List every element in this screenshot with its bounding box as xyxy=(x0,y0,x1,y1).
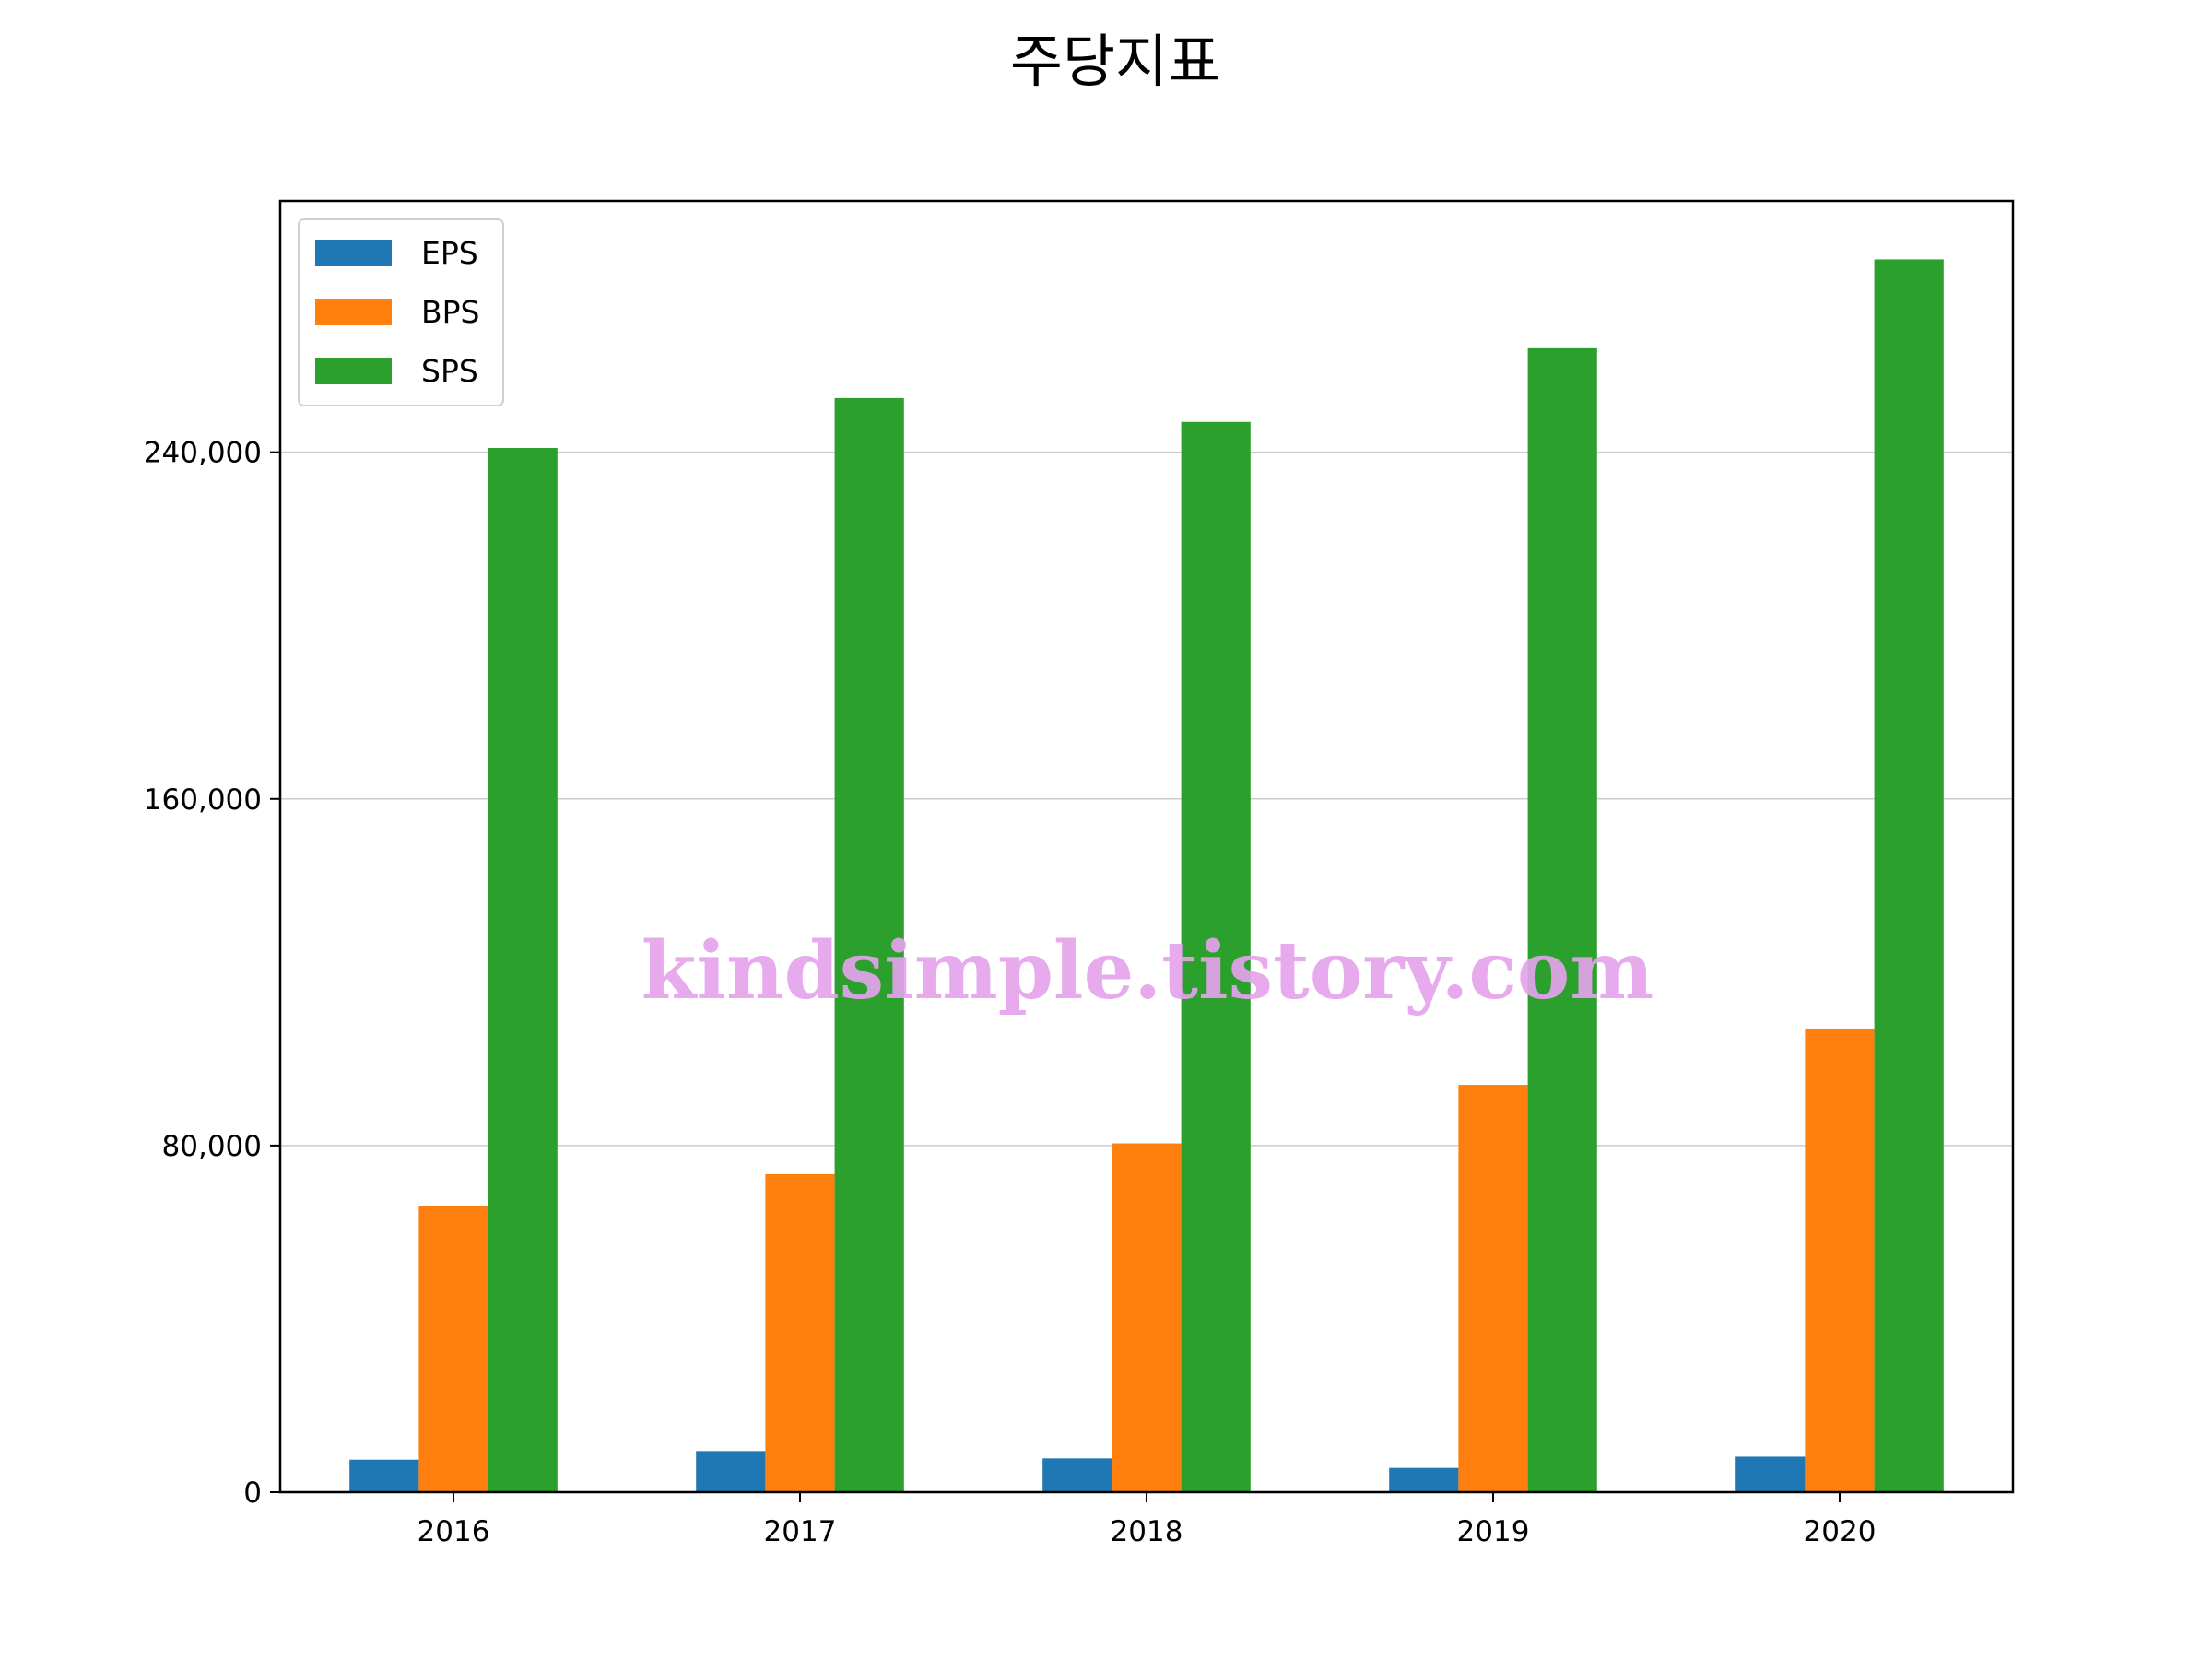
bar-bps-2018 xyxy=(1112,1143,1182,1492)
y-tick-label: 0 xyxy=(243,1477,262,1510)
legend-swatch-sps xyxy=(315,358,392,384)
chart-title: 주당지표 xyxy=(1010,28,1220,95)
bar-sps-2020 xyxy=(1874,259,1944,1492)
x-tick-label: 2017 xyxy=(764,1515,837,1548)
legend-label-sps: SPS xyxy=(421,353,478,389)
bar-bps-2019 xyxy=(1458,1085,1528,1492)
bar-sps-2019 xyxy=(1527,347,1597,1492)
bar-bps-2020 xyxy=(1805,1028,1875,1492)
x-tick-label: 2019 xyxy=(1457,1515,1530,1548)
bar-eps-2017 xyxy=(696,1451,766,1492)
watermark-text: kindsimple.tistory.com xyxy=(641,924,1653,1018)
bar-sps-2017 xyxy=(834,397,904,1492)
bar-sps-2016 xyxy=(488,447,558,1492)
bar-eps-2018 xyxy=(1042,1458,1112,1492)
legend: EPS BPS SPS xyxy=(298,218,504,406)
bar-eps-2016 xyxy=(349,1459,419,1492)
x-tick-label: 2016 xyxy=(418,1515,490,1548)
y-tick-label: 160,000 xyxy=(144,783,262,817)
x-axis: 2016 2017 2018 2019 2020 xyxy=(418,1492,1877,1548)
legend-label-eps: EPS xyxy=(421,235,478,271)
bar-bps-2017 xyxy=(765,1173,835,1492)
legend-label-bps: BPS xyxy=(421,294,480,330)
bar-sps-2018 xyxy=(1181,421,1251,1493)
x-tick-label: 2018 xyxy=(1111,1515,1183,1548)
bars xyxy=(349,259,1944,1493)
watermark: kindsimple.tistory.com xyxy=(641,924,1653,1018)
y-tick-label: 80,000 xyxy=(162,1130,262,1163)
legend-swatch-eps xyxy=(315,240,392,266)
y-tick-label: 240,000 xyxy=(144,437,262,470)
legend-swatch-bps xyxy=(315,299,392,325)
bar-eps-2019 xyxy=(1389,1467,1459,1492)
x-tick-label: 2020 xyxy=(1804,1515,1877,1548)
y-axis: 0 80,000 160,000 240,000 xyxy=(144,437,280,1510)
bar-bps-2016 xyxy=(418,1206,488,1492)
bar-eps-2020 xyxy=(1735,1456,1806,1492)
